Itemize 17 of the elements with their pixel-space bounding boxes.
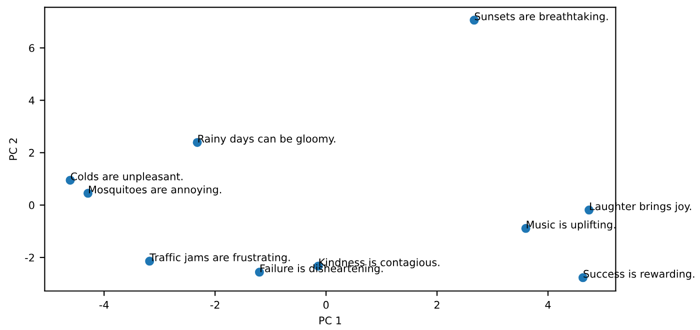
annotation: Rainy days can be gloomy. <box>198 134 336 145</box>
y-axis-title: PC 2 <box>9 138 18 160</box>
y-tick-label: 2 <box>29 148 34 157</box>
annotation: Mosquitoes are annoying. <box>89 185 222 196</box>
y-tick-label: 6 <box>29 44 34 52</box>
x-tick-label: 0 <box>323 300 329 309</box>
x-axis-title: PC 1 <box>319 316 341 324</box>
y-tick-label: -2 <box>25 254 34 262</box>
y-tick-label: 4 <box>28 96 34 104</box>
annotation: Traffic jams are frustrating. <box>150 253 290 264</box>
x-tick-label: -4 <box>99 301 109 309</box>
annotation: Colds are unpleasant. <box>70 172 182 182</box>
x-tick-label: 2 <box>434 300 440 309</box>
x-tick-label: -2 <box>210 300 220 309</box>
y-tick-label: 0 <box>29 201 34 210</box>
annotation: Sunsets are breathtaking. <box>474 12 608 22</box>
x-tick-label: 4 <box>545 301 551 309</box>
